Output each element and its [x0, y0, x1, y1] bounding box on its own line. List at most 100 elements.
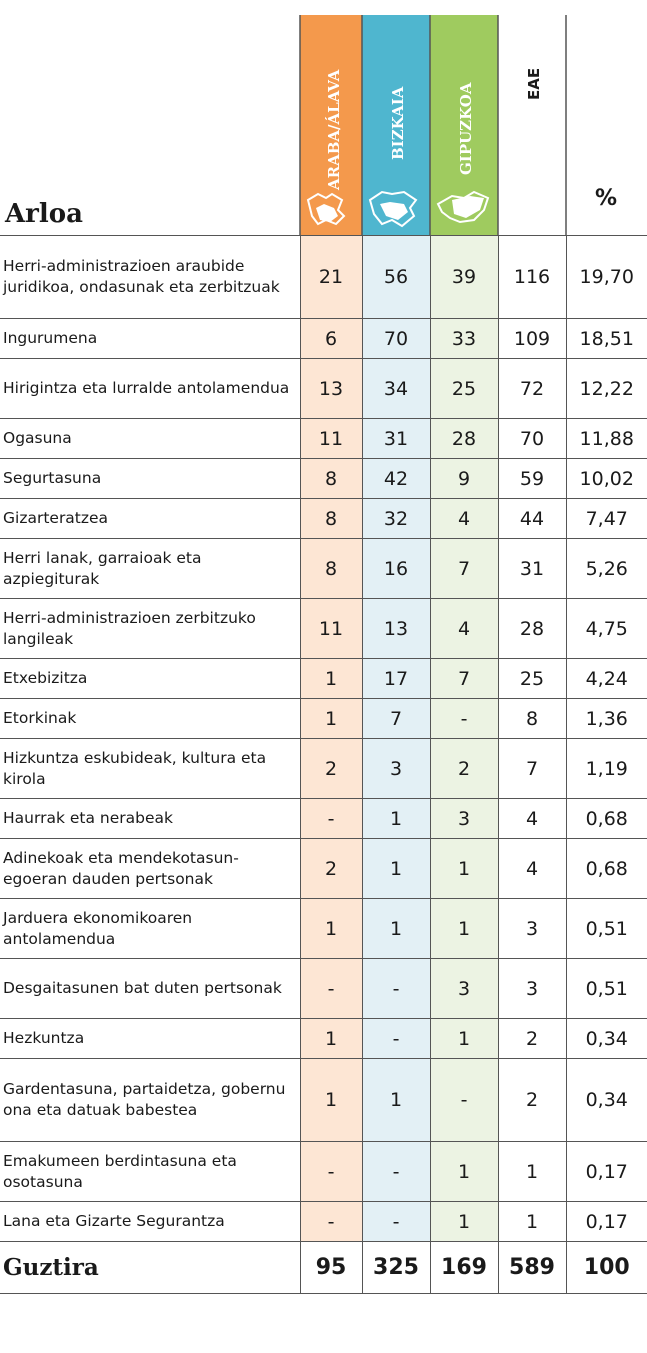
cell: -	[299, 798, 362, 839]
cell: 1	[361, 1058, 430, 1142]
cell: -	[299, 1201, 362, 1242]
cell: 8	[299, 498, 362, 539]
cell: 0,17	[565, 1141, 647, 1202]
table-row: Haurrak eta nerabeak -1 3 4 0,68	[0, 798, 647, 839]
cell: 28	[497, 598, 566, 659]
cell: 1,19	[565, 738, 647, 799]
row-label: Ingurumena	[0, 318, 300, 359]
data-table: Herri-administrazioen araubide juridikoa…	[0, 235, 647, 1294]
cell: 8	[299, 538, 362, 599]
cell: 7,47	[565, 498, 647, 539]
column-header: GIPUZKOA	[457, 82, 475, 175]
column-header: EAE	[525, 68, 543, 100]
row-label: Etorkinak	[0, 698, 300, 739]
table-row: Hizkuntza eskubideak, kultura eta kirola…	[0, 738, 647, 799]
cell: -	[361, 1201, 430, 1242]
cell: 2	[299, 738, 362, 799]
cell: 10,02	[565, 458, 647, 499]
region-icon-fill	[316, 196, 484, 222]
cell: 109	[497, 318, 566, 359]
header-dividers	[299, 15, 567, 235]
cell: -	[299, 958, 362, 1019]
cell: 3	[361, 738, 430, 799]
column-header: ARABA/ÁLAVA	[325, 69, 343, 191]
cell: 8	[497, 698, 566, 739]
table-row: Emakumeen berdintasuna eta osotasuna - -1 1…	[0, 1141, 647, 1202]
cell: 72	[497, 358, 566, 419]
table-row: Adinekoak eta mendekotasun-egoeran daude…	[0, 838, 647, 899]
table-row: Etxebizitza 1 17 7 25 4,24	[0, 658, 647, 699]
cell: 1	[299, 1018, 362, 1059]
cell: 42	[361, 458, 430, 499]
cell: -	[429, 1058, 498, 1142]
cell: 11,88	[565, 418, 647, 459]
cell: 28	[429, 418, 498, 459]
cell: 1,36	[565, 698, 647, 739]
cell: 9	[429, 458, 498, 499]
cell: 169	[429, 1241, 498, 1294]
cell: 4,75	[565, 598, 647, 659]
cell: 31	[361, 418, 430, 459]
cell: 1	[429, 1141, 498, 1202]
table-row: Ogasuna 11 31 28 70 11,88	[0, 418, 647, 459]
cell: -	[299, 1141, 362, 1202]
table-row: Hirigintza eta lurralde antolamendua 13 34…	[0, 358, 647, 419]
cell: 1	[497, 1141, 566, 1202]
cell: -	[361, 1141, 430, 1202]
cell: 1	[429, 898, 498, 959]
table-row: Etorkinak 1 7-8 1,36	[0, 698, 647, 739]
cell: 1	[299, 658, 362, 699]
cell: 25	[497, 658, 566, 699]
cell: 6	[299, 318, 362, 359]
row-label: Lana eta Gizarte Segurantza	[0, 1201, 300, 1242]
cell: 13	[299, 358, 362, 419]
cell: 3	[497, 958, 566, 1019]
cell: 25	[429, 358, 498, 419]
table-row: Herri-administrazioen araubide juridikoa…	[0, 235, 647, 319]
cell: 7	[429, 538, 498, 599]
cell: 7	[497, 738, 566, 799]
table-row: Ingurumena 6 70 33 109 18,51	[0, 318, 647, 359]
cell: 4	[497, 838, 566, 899]
table-row: Desgaitasunen bat duten pertsonak - -3 3 0,5…	[0, 958, 647, 1019]
cell: 7	[429, 658, 498, 699]
cell: 56	[361, 235, 430, 319]
cell: -	[361, 958, 430, 1019]
cell: 0,34	[565, 1018, 647, 1059]
cell: 116	[497, 235, 566, 319]
cell: 3	[429, 798, 498, 839]
table-row: Herri-administrazioen zerbitzuko langile…	[0, 598, 647, 659]
row-label: Desgaitasunen bat duten pertsonak	[0, 958, 300, 1019]
cell: 1	[361, 838, 430, 899]
table-row: Gardentasuna, partaidetza, gobernu ona e…	[0, 1058, 647, 1142]
cell: 589	[497, 1241, 566, 1294]
table-row: Jarduera ekonomikoaren antolamendua 1 1 1 3 0…	[0, 898, 647, 959]
cell: 0,51	[565, 898, 647, 959]
region-icons	[306, 190, 490, 228]
cell: 4	[429, 598, 498, 659]
cell: 1	[361, 898, 430, 959]
column-header: %	[595, 186, 617, 211]
cell: 2	[497, 1058, 566, 1142]
cell: 2	[497, 1018, 566, 1059]
cell: 1	[497, 1201, 566, 1242]
cell: 8	[299, 458, 362, 499]
cell: 2	[429, 738, 498, 799]
row-label: Guztira	[0, 1241, 300, 1294]
cell: 1	[429, 1201, 498, 1242]
row-label: Adinekoak eta mendekotasun-egoeran daude…	[0, 838, 300, 899]
row-label: Hezkuntza	[0, 1018, 300, 1059]
table-header: Arloa ARABA/ÁLAVA BIZKAIA GIPUZKOA EAE %	[4, 15, 617, 235]
table-row: Segurtasuna 8 42 9 59 10,02	[0, 458, 647, 499]
cell: 4	[497, 798, 566, 839]
cell: 18,51	[565, 318, 647, 359]
table-row: Gizarteratzea 8 32 4 44 7,47	[0, 498, 647, 539]
row-label: Emakumeen berdintasuna eta osotasuna	[0, 1141, 300, 1202]
cell: 34	[361, 358, 430, 419]
header-title: Arloa	[4, 199, 83, 229]
cell: 70	[361, 318, 430, 359]
cell: 4	[429, 498, 498, 539]
row-label: Jarduera ekonomikoaren antolamendua	[0, 898, 300, 959]
column-header: BIZKAIA	[389, 86, 407, 160]
